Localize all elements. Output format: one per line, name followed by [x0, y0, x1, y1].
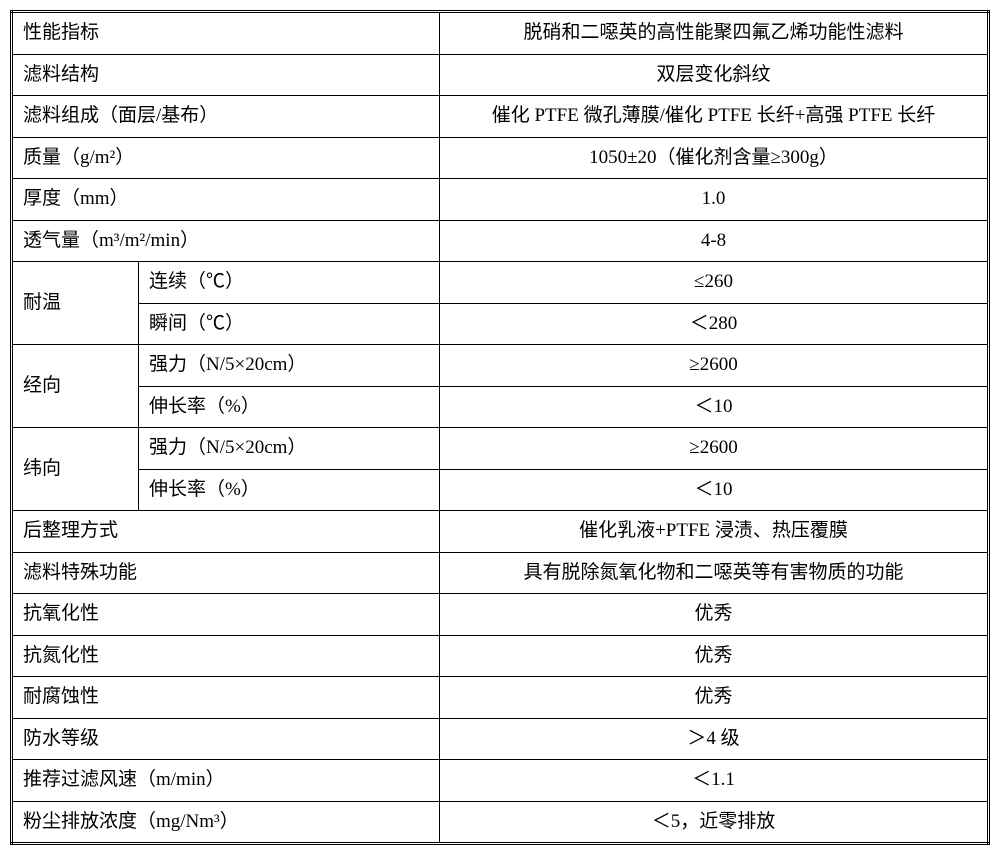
row-value: ＞4 级 [440, 718, 989, 760]
table-row: 厚度（mm） 1.0 [12, 179, 989, 221]
row-value: ＜280 [440, 303, 989, 345]
table-row: 经向 强力（N/5×20cm） ≥2600 [12, 345, 989, 387]
row-label: 厚度（mm） [12, 179, 440, 221]
table-row: 耐腐蚀性 优秀 [12, 677, 989, 719]
spec-table: 性能指标 脱硝和二噁英的高性能聚四氟乙烯功能性滤料 滤料结构 双层变化斜纹 滤料… [10, 10, 990, 845]
group-label-temp: 耐温 [12, 262, 139, 345]
row-label: 连续（℃） [139, 262, 440, 304]
row-label: 瞬间（℃） [139, 303, 440, 345]
table-row: 防水等级 ＞4 级 [12, 718, 989, 760]
row-value: 优秀 [440, 635, 989, 677]
table-row: 滤料特殊功能 具有脱除氮氧化物和二噁英等有害物质的功能 [12, 552, 989, 594]
row-label: 抗氮化性 [12, 635, 440, 677]
row-label: 伸长率（%） [139, 469, 440, 511]
table-row: 粉尘排放浓度（mg/Nm³） ＜5，近零排放 [12, 801, 989, 844]
header-row: 性能指标 脱硝和二噁英的高性能聚四氟乙烯功能性滤料 [12, 12, 989, 55]
table-row: 耐温 连续（℃） ≤260 [12, 262, 989, 304]
table-row: 伸长率（%） ＜10 [12, 469, 989, 511]
row-value: ＜1.1 [440, 760, 989, 802]
row-value: ＜5，近零排放 [440, 801, 989, 844]
table-row: 推荐过滤风速（m/min） ＜1.1 [12, 760, 989, 802]
row-value: 优秀 [440, 677, 989, 719]
row-label: 质量（g/m²） [12, 137, 440, 179]
table-row: 抗氮化性 优秀 [12, 635, 989, 677]
table-row: 后整理方式 催化乳液+PTFE 浸渍、热压覆膜 [12, 511, 989, 553]
row-value: ≤260 [440, 262, 989, 304]
row-value: 1050±20（催化剂含量≥300g） [440, 137, 989, 179]
row-value: 4-8 [440, 220, 989, 262]
row-label: 强力（N/5×20cm） [139, 428, 440, 470]
table-row: 质量（g/m²） 1050±20（催化剂含量≥300g） [12, 137, 989, 179]
row-label: 防水等级 [12, 718, 440, 760]
table-row: 纬向 强力（N/5×20cm） ≥2600 [12, 428, 989, 470]
table-row: 滤料结构 双层变化斜纹 [12, 54, 989, 96]
row-label: 耐腐蚀性 [12, 677, 440, 719]
table-row: 滤料组成（面层/基布） 催化 PTFE 微孔薄膜/催化 PTFE 长纤+高强 P… [12, 96, 989, 138]
table-row: 透气量（m³/m²/min） 4-8 [12, 220, 989, 262]
row-label: 滤料特殊功能 [12, 552, 440, 594]
header-left: 性能指标 [12, 12, 440, 55]
table-row: 瞬间（℃） ＜280 [12, 303, 989, 345]
table-row: 伸长率（%） ＜10 [12, 386, 989, 428]
row-value: ＜10 [440, 469, 989, 511]
row-value: 具有脱除氮氧化物和二噁英等有害物质的功能 [440, 552, 989, 594]
row-label: 透气量（m³/m²/min） [12, 220, 440, 262]
row-value: ≥2600 [440, 428, 989, 470]
group-label-warp: 经向 [12, 345, 139, 428]
row-label: 伸长率（%） [139, 386, 440, 428]
row-value: 催化乳液+PTFE 浸渍、热压覆膜 [440, 511, 989, 553]
row-value: 双层变化斜纹 [440, 54, 989, 96]
row-label: 后整理方式 [12, 511, 440, 553]
row-label: 推荐过滤风速（m/min） [12, 760, 440, 802]
row-value: 优秀 [440, 594, 989, 636]
row-value: ≥2600 [440, 345, 989, 387]
row-label: 滤料组成（面层/基布） [12, 96, 440, 138]
header-right: 脱硝和二噁英的高性能聚四氟乙烯功能性滤料 [440, 12, 989, 55]
row-label: 滤料结构 [12, 54, 440, 96]
table-row: 抗氧化性 优秀 [12, 594, 989, 636]
row-value: ＜10 [440, 386, 989, 428]
row-label: 强力（N/5×20cm） [139, 345, 440, 387]
row-value: 催化 PTFE 微孔薄膜/催化 PTFE 长纤+高强 PTFE 长纤 [440, 96, 989, 138]
row-label: 粉尘排放浓度（mg/Nm³） [12, 801, 440, 844]
group-label-weft: 纬向 [12, 428, 139, 511]
row-value: 1.0 [440, 179, 989, 221]
row-label: 抗氧化性 [12, 594, 440, 636]
